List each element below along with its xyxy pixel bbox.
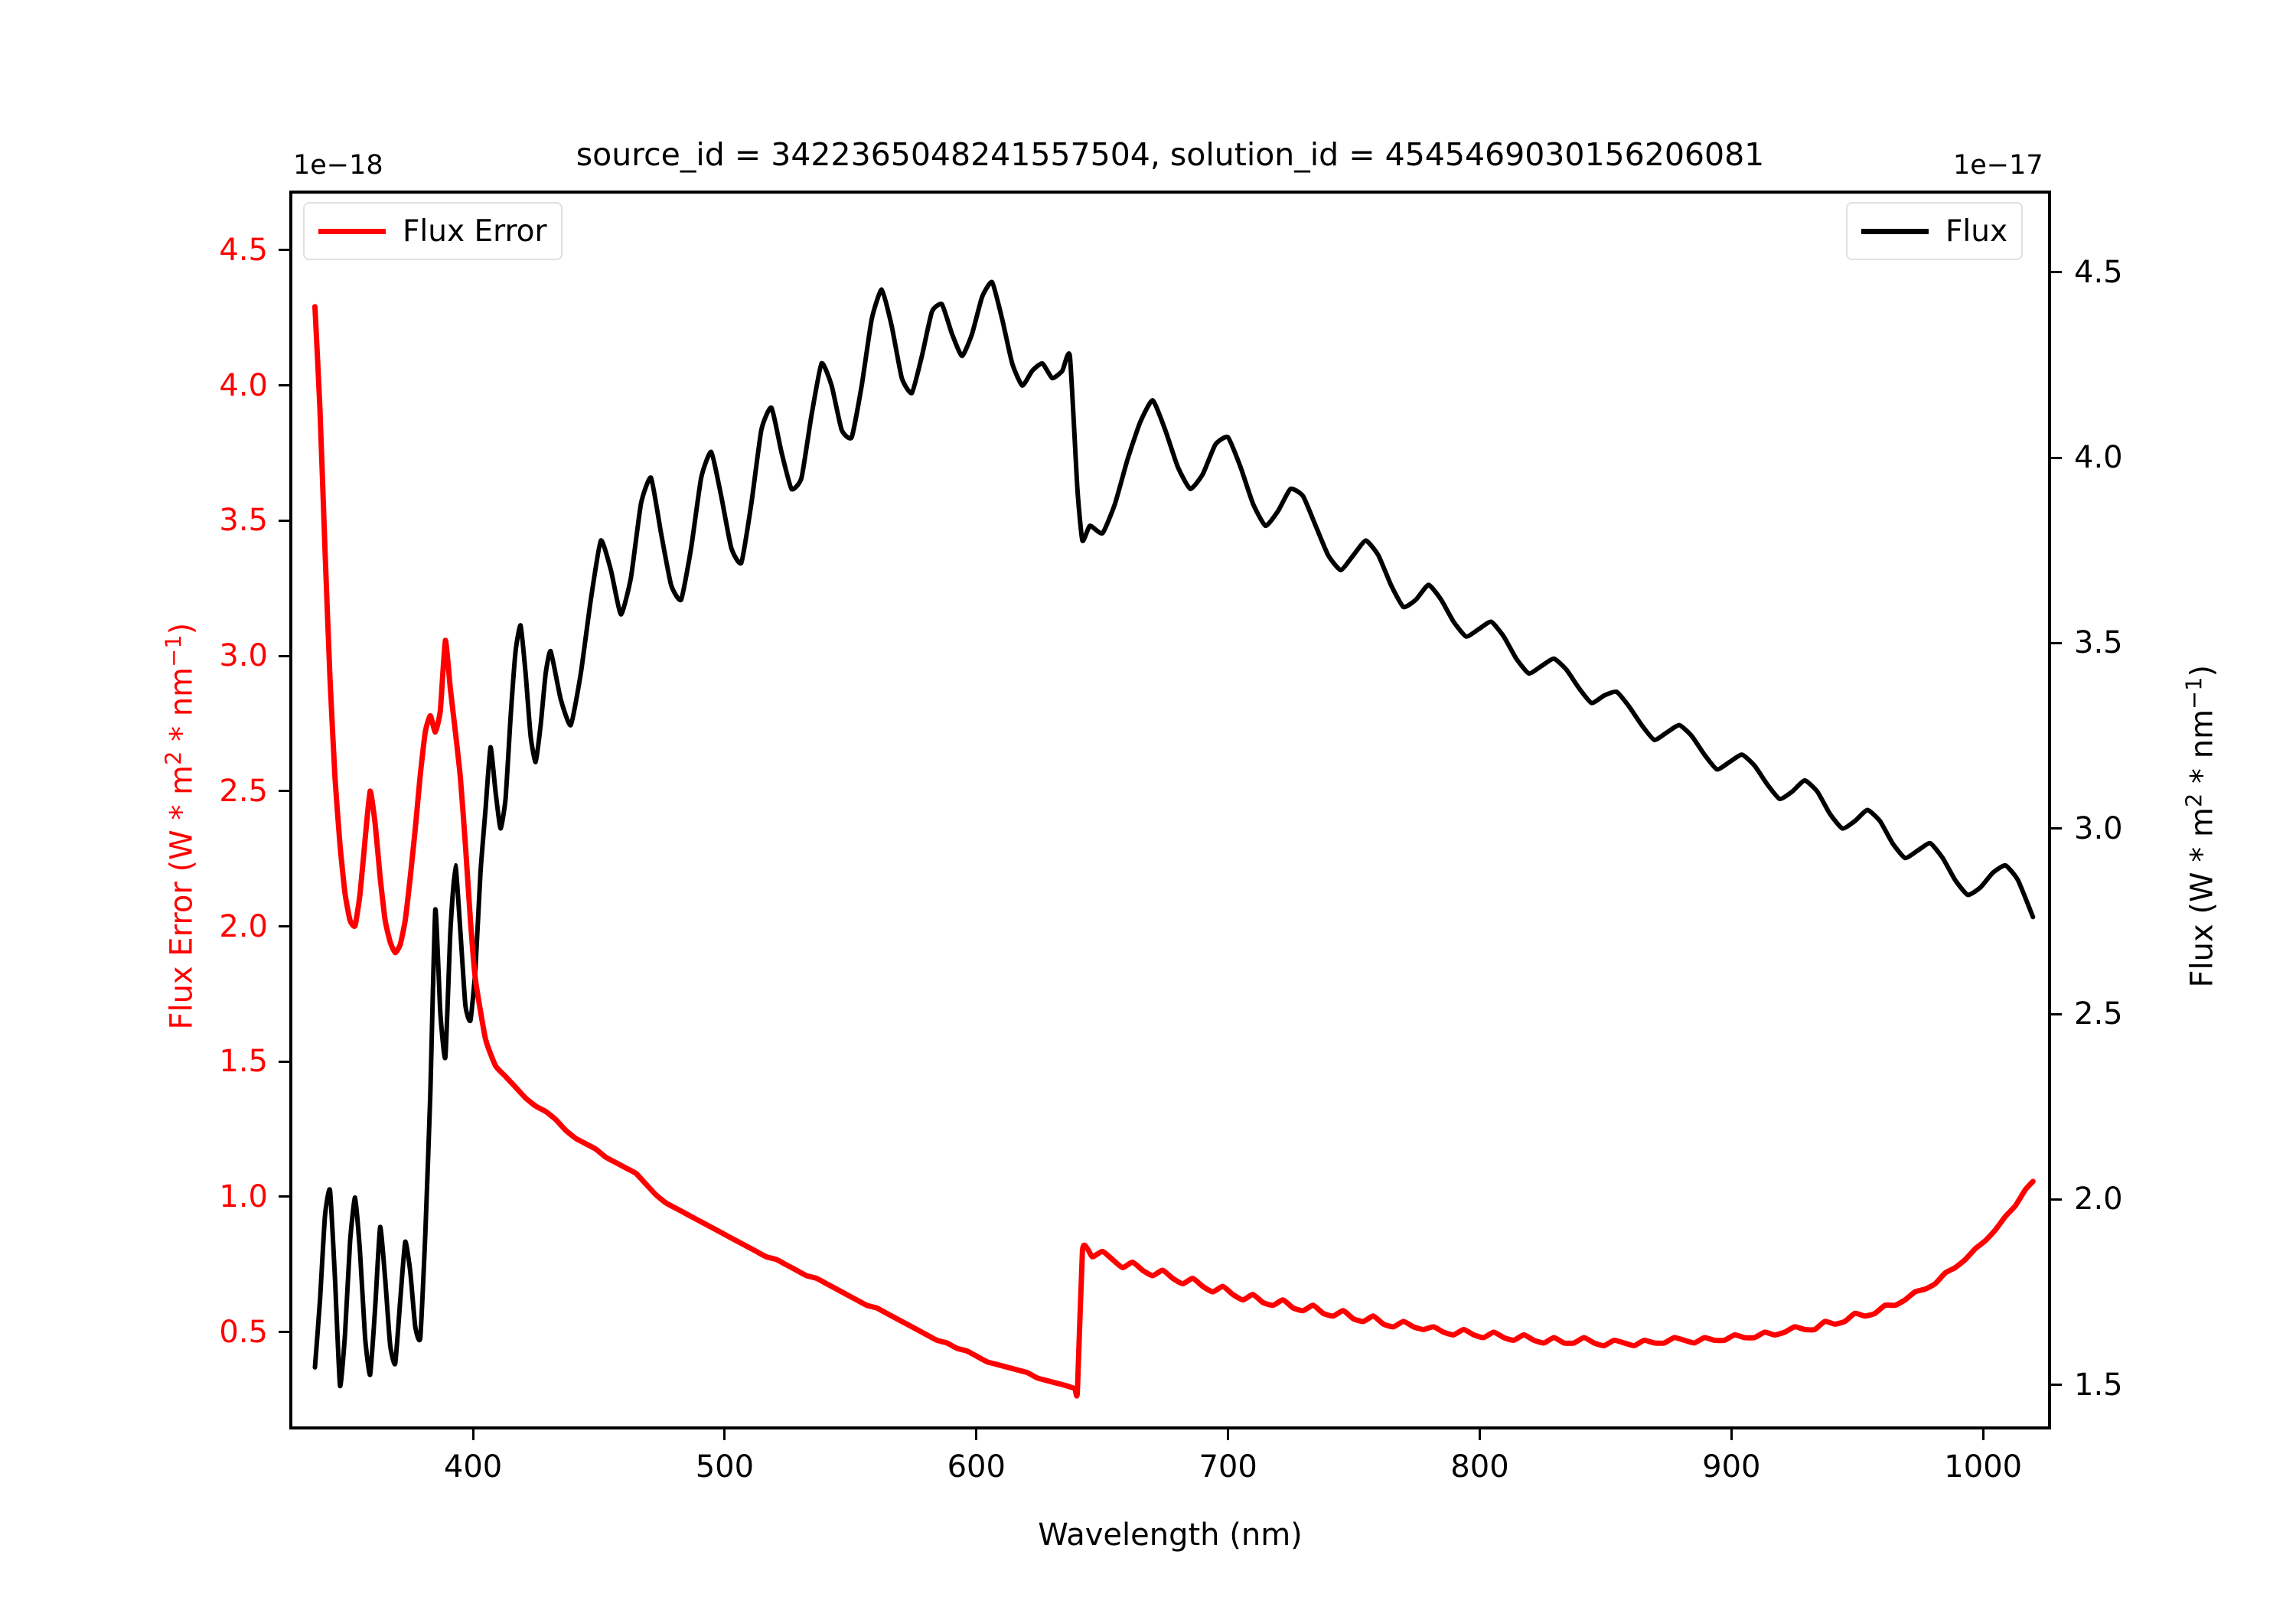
legend-flux[interactable]: Flux [1846, 202, 2024, 260]
right-axis-label-mid: * nm [2184, 709, 2220, 794]
left-axis-tick-label: 0.5 [219, 1314, 268, 1350]
right-axis-tickmark [2051, 1384, 2062, 1387]
legend-line-flux-error [318, 228, 386, 234]
flux-error-line [312, 304, 2036, 1399]
x-axis-tick-label: 400 [443, 1449, 503, 1485]
left-axis-tickmark [279, 925, 289, 927]
flux-line [312, 279, 2036, 1388]
left-axis-tick-label: 2.0 [219, 908, 268, 944]
left-axis-label-suffix: ) [164, 622, 200, 635]
left-axis-tickmark [279, 1331, 289, 1334]
right-axis-tickmark [2051, 456, 2062, 459]
x-axis-tickmark [1478, 1429, 1481, 1440]
left-axis-tickmark [279, 654, 289, 657]
plot-svg [312, 279, 2036, 1399]
x-axis-tick-label: 800 [1450, 1449, 1509, 1485]
x-axis-tickmark [723, 1429, 726, 1440]
legend-label-flux-error: Flux Error [403, 214, 547, 249]
x-axis-tickmark [1227, 1429, 1230, 1440]
left-axis-label-sup1: 2 [160, 751, 187, 765]
legend-flux-error[interactable]: Flux Error [303, 202, 563, 260]
right-axis-tick-label: 3.0 [2074, 810, 2123, 846]
x-axis-label: Wavelength (nm) [1038, 1517, 1303, 1553]
left-axis-tickmark [279, 1195, 289, 1198]
x-axis-tickmark [1981, 1429, 1985, 1440]
right-axis-label-sup1: 2 [2180, 793, 2207, 808]
page-title: source_id = 3422365048241557504, solutio… [576, 136, 1765, 173]
left-axis-tick-label: 2.5 [219, 773, 268, 809]
right-axis-tick-label: 4.0 [2074, 440, 2123, 475]
x-axis-tick-label: 1000 [1944, 1449, 2023, 1485]
right-axis-tickmark [2051, 1198, 2062, 1201]
right-axis-tick-label: 2.0 [2074, 1182, 2123, 1217]
left-axis-offset-text: 1e−18 [293, 150, 383, 181]
left-axis-label-mid: * nm [164, 667, 200, 751]
right-axis-tickmark [2051, 641, 2062, 644]
x-axis-tick-label: 500 [695, 1449, 755, 1485]
right-axis-tickmark [2051, 827, 2062, 830]
right-axis-tick-label: 3.5 [2074, 625, 2123, 661]
left-axis-tick-label: 1.5 [219, 1044, 268, 1080]
right-axis-tick-label: 4.5 [2074, 254, 2123, 290]
right-axis-tickmark [2051, 1012, 2062, 1015]
right-axis-label-suffix: ) [2184, 664, 2220, 677]
legend-label-flux: Flux [1945, 214, 2008, 249]
left-axis-tick-label: 3.5 [219, 503, 268, 539]
x-axis-tick-label: 900 [1702, 1449, 1761, 1485]
right-axis-offset-text: 1e−17 [1953, 150, 2043, 181]
x-axis-tickmark [471, 1429, 475, 1440]
left-axis-tickmark [279, 249, 289, 252]
left-axis-tickmark [279, 519, 289, 522]
right-axis-label-sup2: −1 [2180, 676, 2207, 709]
right-axis-tick-label: 2.5 [2074, 996, 2123, 1032]
left-axis-tick-label: 4.0 [219, 367, 268, 403]
right-axis-tickmark [2051, 271, 2062, 274]
left-axis-tickmark [279, 384, 289, 386]
left-axis-tick-label: 3.0 [219, 638, 268, 673]
plot-area [289, 191, 2051, 1429]
right-axis-tick-label: 1.5 [2074, 1367, 2123, 1403]
left-axis-tickmark [279, 790, 289, 793]
legend-line-flux [1861, 228, 1929, 234]
x-axis-tick-label: 600 [947, 1449, 1006, 1485]
x-axis-tickmark [975, 1429, 978, 1440]
x-axis-tickmark [1730, 1429, 1733, 1440]
left-axis-tickmark [279, 1060, 289, 1063]
left-axis-tick-label: 4.5 [219, 232, 268, 268]
left-axis-tick-label: 1.0 [219, 1178, 268, 1214]
x-axis-tick-label: 700 [1199, 1449, 1257, 1485]
